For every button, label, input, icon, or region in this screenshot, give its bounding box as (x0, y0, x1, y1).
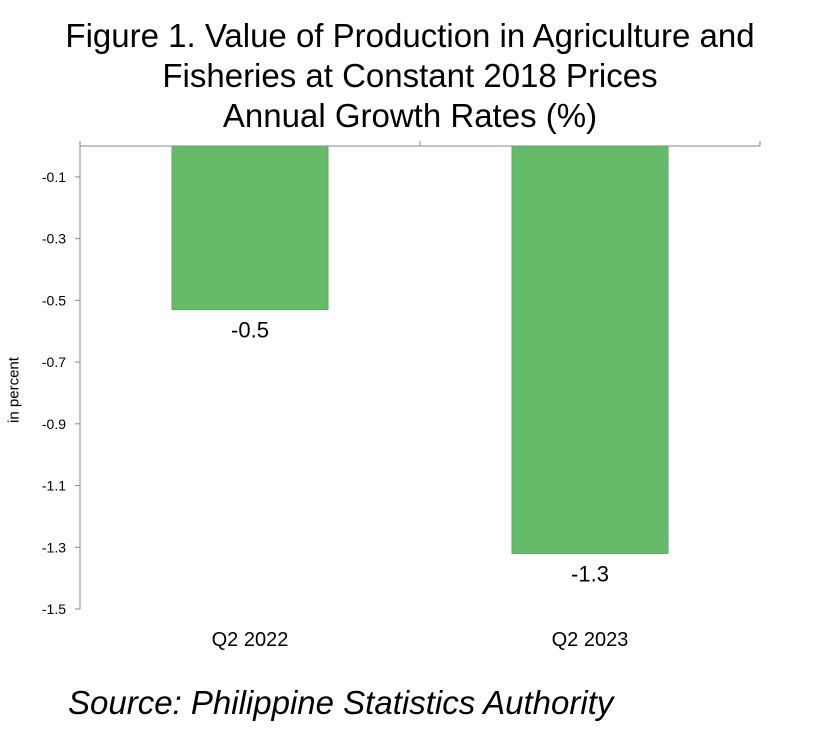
y-tick-label: -0.9 (42, 416, 66, 432)
y-tick-label: -1.3 (42, 539, 66, 555)
source-note: Source: Philippine Statistics Authority (68, 684, 614, 721)
data-label-2: -1.3 (571, 561, 609, 586)
y-tick-label: -0.7 (42, 354, 66, 370)
y-tick-label: -0.1 (42, 169, 66, 185)
y-axis-label: in percent (5, 357, 23, 423)
bar-1 (171, 145, 329, 311)
chart-title-line-1: Figure 1. Value of Production in Agricul… (65, 17, 755, 54)
y-tick-label: -1.1 (42, 478, 66, 494)
y-tick-label: -0.5 (42, 292, 66, 308)
y-tick-label: -1.5 (42, 601, 66, 617)
bar-2 (511, 145, 669, 554)
chart-title-line-2: Fisheries at Constant 2018 Prices (162, 57, 658, 94)
x-tick-label-2: Q2 2023 (552, 629, 629, 651)
chart-title-line-3: Annual Growth Rates (%) (222, 97, 598, 134)
y-tick-label: -0.3 (42, 231, 66, 247)
chart-title: Figure 1. Value of Production in Agricul… (0, 16, 820, 136)
x-tick-label-1: Q2 2022 (212, 629, 289, 651)
data-label-1: -0.5 (231, 318, 269, 343)
